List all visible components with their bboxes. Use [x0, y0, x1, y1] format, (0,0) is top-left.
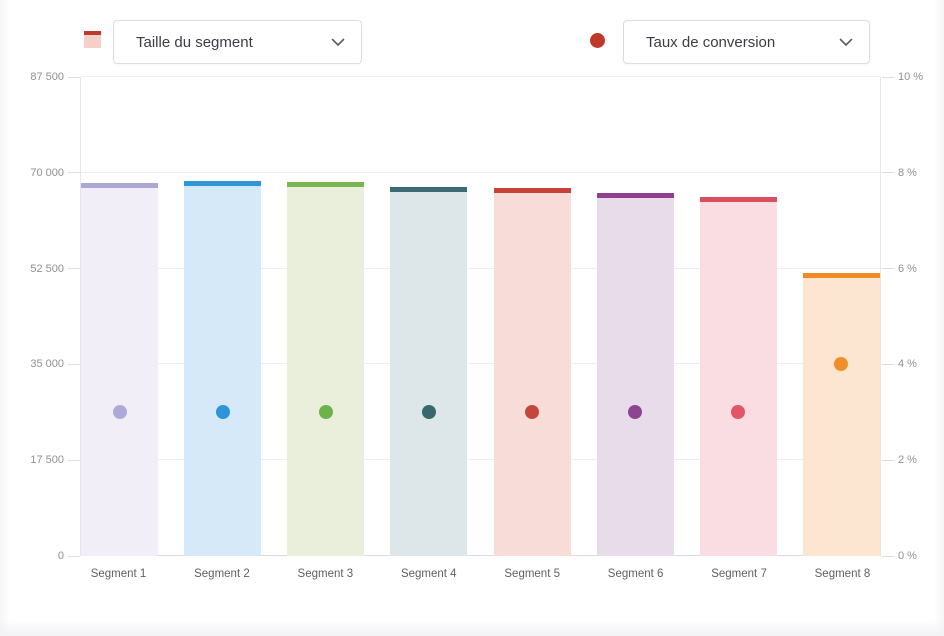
y-axis-label-text: 8 % — [898, 166, 917, 179]
segment-size-legend-swatch — [84, 31, 101, 48]
y-axis-label: 2 % — [882, 454, 917, 466]
y-axis-label-text: 4 % — [898, 358, 917, 371]
x-axis: Segment 1 Segment 2 Segment 3 Segment 4 Segm… — [80, 568, 881, 580]
tick-mark — [882, 268, 894, 270]
y-axis-label: 87 500 — [30, 71, 80, 83]
tick-mark — [68, 172, 80, 174]
x-axis-label: Segment 2 — [194, 568, 250, 580]
y-axis-label: 17 500 — [30, 454, 80, 466]
y-axis-label: 70 000 — [30, 167, 80, 179]
y-axis-label: 10 % — [882, 71, 923, 83]
bar-slot — [493, 77, 571, 556]
segment-size-dropdown-label: Taille du segment — [136, 33, 253, 51]
y-axis-left: 0 17 500 35 000 52 500 70 000 87 500 — [0, 71, 80, 562]
gridline — [81, 76, 880, 77]
x-axis-label: Segment 7 — [711, 568, 767, 580]
plot-area — [80, 76, 881, 556]
gridline — [81, 267, 880, 269]
x-axis-label: Segment 5 — [504, 568, 560, 580]
conversion-rate-dot — [215, 405, 230, 420]
conversion-rate-dot — [421, 405, 436, 420]
tick-mark — [882, 363, 894, 365]
y-axis-label: 4 % — [882, 358, 917, 370]
y-axis-label-text: 2 % — [898, 454, 917, 467]
y-axis-label-text: 87 500 — [30, 71, 64, 83]
page-edge-left — [0, 0, 10, 636]
gridline — [81, 363, 880, 365]
y-axis-label: 0 % — [882, 550, 917, 562]
tick-mark — [882, 76, 894, 78]
tick-mark — [882, 172, 894, 174]
conversion-rate-dot — [525, 405, 540, 420]
y-axis-label: 35 000 — [30, 358, 80, 370]
x-axis-line — [81, 555, 880, 556]
segment-size-bar[interactable] — [390, 187, 468, 556]
segment-size-bar[interactable] — [184, 181, 262, 556]
bar-slot — [184, 77, 262, 556]
chevron-down-icon — [839, 38, 853, 47]
y-axis-label: 52 500 — [30, 263, 80, 275]
conversion-rate-dot — [628, 405, 643, 420]
conversion-rate-legend-dot — [590, 33, 605, 48]
y-axis-label-text: 17 500 — [30, 454, 64, 467]
y-axis-label-text: 0 — [57, 550, 64, 562]
x-axis-label: Segment 6 — [607, 568, 664, 580]
bar-slot — [699, 77, 777, 556]
tick-mark — [68, 363, 80, 365]
tick-mark — [68, 459, 80, 461]
conversion-rate-dot — [834, 357, 849, 372]
bar-slot — [596, 77, 674, 556]
segment-size-bar[interactable] — [81, 182, 158, 556]
segment-size-bar[interactable] — [287, 182, 365, 556]
tick-mark — [882, 459, 894, 461]
gridline — [81, 171, 880, 173]
y-axis-label-text: 0 % — [898, 550, 917, 562]
y-axis-right: 0 % 2 % 4 % 6 % 8 % 10 % — [882, 71, 942, 562]
segment-size-bar[interactable] — [493, 188, 571, 556]
x-axis-label: Segment 8 — [814, 568, 871, 580]
conversion-rate-dot — [112, 405, 127, 420]
x-axis-label: Segment 3 — [297, 568, 354, 580]
y-axis-label-text: 6 % — [898, 262, 917, 275]
bar-slot — [802, 77, 880, 556]
x-axis-label: Segment 1 — [90, 568, 147, 580]
segment-size-bar[interactable] — [596, 192, 674, 556]
y-axis-label-text: 52 500 — [30, 262, 64, 275]
y-axis-label-text: 35 000 — [30, 358, 64, 371]
segment-size-bar[interactable] — [802, 272, 880, 556]
conversion-rate-dot — [731, 405, 746, 420]
tick-mark — [68, 268, 80, 270]
conversion-rate-dropdown-label: Taux de conversion — [646, 33, 776, 51]
bar-slot — [81, 77, 158, 556]
conversion-rate-dot — [318, 405, 333, 420]
chevron-down-icon — [331, 38, 345, 47]
y-axis-label-text: 70 000 — [30, 166, 64, 179]
y-axis-label: 6 % — [882, 263, 917, 275]
x-axis-label: Segment 4 — [400, 568, 457, 580]
bar-slot — [390, 77, 468, 556]
segment-size-bar[interactable] — [699, 196, 777, 556]
y-axis-label: 0 — [58, 550, 80, 562]
tick-mark — [68, 555, 80, 557]
segment-size-dropdown[interactable]: Taille du segment — [113, 20, 362, 64]
page-edge-right — [934, 0, 944, 636]
y-axis-label: 8 % — [882, 167, 917, 179]
tick-mark — [68, 76, 80, 78]
tick-mark — [882, 555, 894, 557]
bar-slot — [287, 77, 365, 556]
conversion-rate-dropdown[interactable]: Taux de conversion — [623, 20, 870, 64]
y-axis-label-text: 10 % — [898, 71, 924, 83]
page-edge-bottom — [0, 620, 944, 636]
gridline — [81, 459, 880, 461]
